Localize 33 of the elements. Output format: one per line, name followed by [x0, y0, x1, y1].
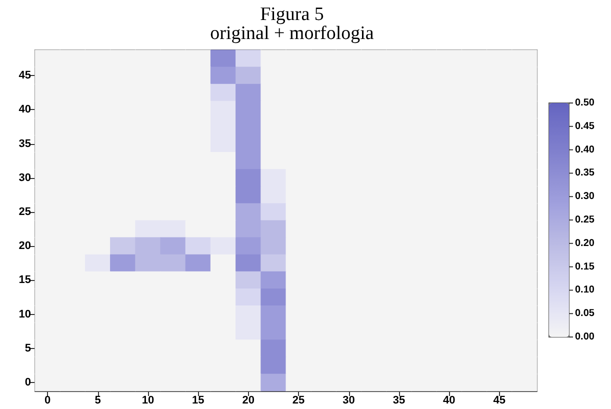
color-bar-label: 0.20	[575, 238, 595, 249]
color-bar-label: 0.35	[575, 168, 595, 179]
y-tick-label: 35	[18, 138, 31, 150]
chart-title: Figura 5	[260, 4, 324, 25]
color-bar-label: 0.25	[575, 214, 595, 226]
color-bar-label: 0.50	[575, 98, 595, 108]
color-bar-label: 0.45	[575, 120, 595, 132]
x-tick-label: 5	[94, 394, 101, 406]
y-tick-label: 5	[24, 342, 31, 354]
y-tick-label: 15	[18, 274, 31, 286]
color-bar-label: 0.30	[575, 191, 595, 202]
x-tick-label: 20	[242, 394, 254, 406]
x-tick-label: 35	[392, 394, 406, 406]
color-bar-label: 0.05	[575, 308, 595, 320]
color-bar-label: 0.40	[575, 144, 595, 156]
y-tick-label: 30	[18, 172, 31, 184]
y-tick-label: 10	[18, 308, 31, 320]
y-tick-label: 20	[18, 240, 31, 252]
y-tick-label: 45	[18, 70, 31, 82]
x-tick-label: 30	[342, 394, 355, 406]
y-tick-label: 25	[18, 206, 31, 218]
x-tick-label: 40	[443, 394, 456, 406]
y-tick-label: 40	[18, 104, 31, 116]
chart-subtitle: original + morfologia	[210, 23, 374, 44]
color-bar-label: 0.00	[575, 332, 595, 342]
x-tick-label: 15	[192, 394, 204, 406]
x-tick-label: 0	[44, 394, 51, 406]
y-tick-label: 0	[24, 376, 31, 388]
color-bar-label: 0.15	[575, 261, 595, 272]
x-tick-label: 45	[493, 394, 506, 406]
color-bar-label: 0.10	[575, 284, 595, 296]
x-tick-label: 10	[142, 394, 154, 406]
x-tick-label: 25	[292, 394, 305, 406]
